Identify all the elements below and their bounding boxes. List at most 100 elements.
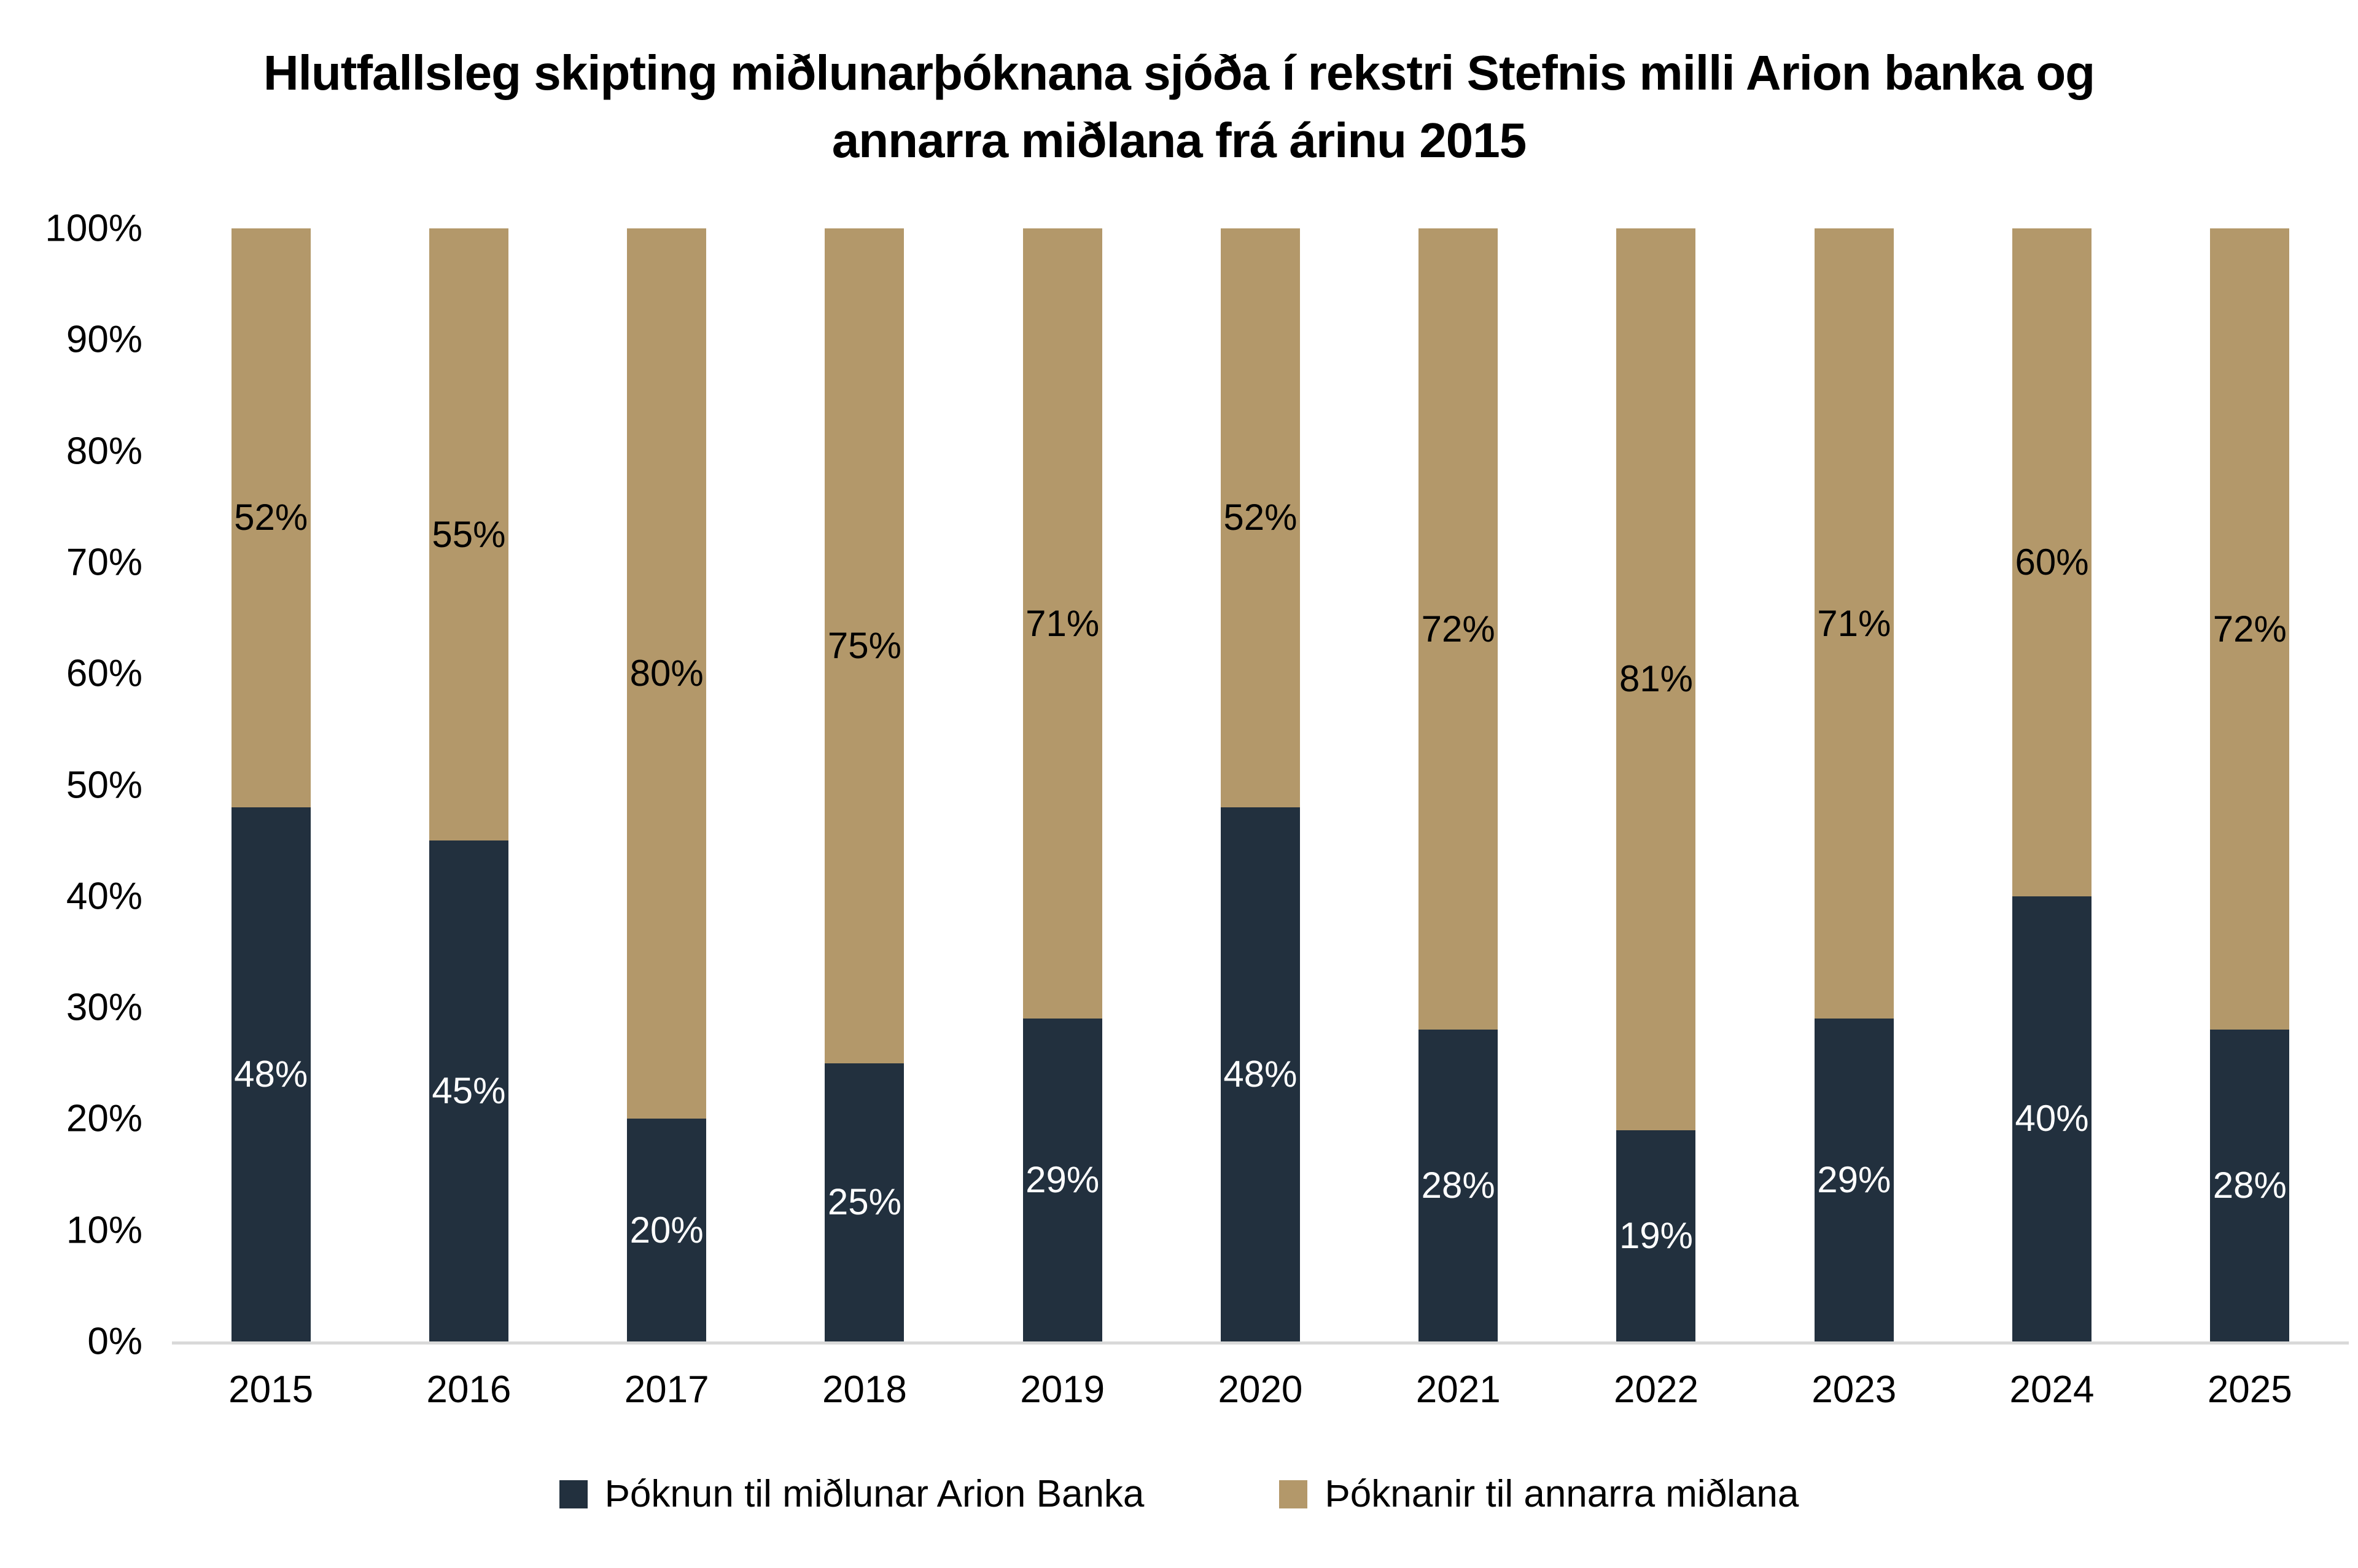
bar-2016: 45% 55% bbox=[429, 228, 508, 1341]
segment-arion-2021 bbox=[1418, 1030, 1498, 1341]
y-tick-10: 10% bbox=[66, 1209, 142, 1252]
data-label-arion-2025: 28% bbox=[2212, 1165, 2287, 1206]
segment-other-2015 bbox=[231, 228, 311, 807]
data-label-arion-2015: 48% bbox=[234, 1053, 308, 1095]
bar-column-2019: 29% 71% bbox=[963, 228, 1161, 1341]
data-label-arion-2023: 29% bbox=[1817, 1159, 1891, 1201]
data-label-other-2023: 71% bbox=[1817, 602, 1891, 644]
y-tick-50: 50% bbox=[66, 764, 142, 806]
segment-other-2025 bbox=[2210, 228, 2290, 1030]
segment-arion-2018 bbox=[825, 1063, 905, 1341]
y-tick-20: 20% bbox=[66, 1097, 142, 1140]
x-label-2021: 2021 bbox=[1415, 1368, 1501, 1411]
bar-2018: 25% 75% bbox=[825, 228, 905, 1341]
segment-arion-2016 bbox=[429, 840, 508, 1341]
data-label-arion-2016: 45% bbox=[432, 1070, 506, 1112]
x-label-2023: 2023 bbox=[1811, 1368, 1897, 1411]
segment-other-2024 bbox=[2012, 228, 2092, 896]
bar-column-2021: 28% 72% bbox=[1360, 228, 1557, 1341]
segment-other-2020 bbox=[1220, 228, 1300, 807]
data-label-other-2022: 81% bbox=[1619, 658, 1694, 700]
bar-column-2017: 20% 80% bbox=[568, 228, 766, 1341]
legend-label-other: Þóknanir til annarra miðlana bbox=[1325, 1473, 1799, 1515]
data-label-other-2019: 71% bbox=[1025, 602, 1100, 644]
x-axis: 2015 2016 2017 2018 2019 2020 2021 2022 2023 2024… bbox=[172, 1368, 2349, 1411]
data-label-other-2021: 72% bbox=[1421, 608, 1495, 650]
data-label-other-2015: 52% bbox=[234, 497, 308, 538]
bar-2020: 48% 52% bbox=[1220, 228, 1300, 1341]
bar-column-2022: 19% 81% bbox=[1557, 228, 1755, 1341]
bar-column-2015: 48% 52% bbox=[172, 228, 370, 1341]
bar-column-2024: 40% 60% bbox=[1953, 228, 2150, 1341]
legend-swatch-arion bbox=[559, 1480, 588, 1508]
data-label-other-2018: 75% bbox=[827, 624, 901, 666]
data-label-arion-2024: 40% bbox=[2015, 1098, 2089, 1139]
legend-item-arion: Þóknun til miðlunar Arion Banka bbox=[559, 1472, 1145, 1516]
segment-arion-2022 bbox=[1616, 1130, 1696, 1341]
segment-other-2022 bbox=[1616, 228, 1696, 1130]
bar-column-2020: 48% 52% bbox=[1161, 228, 1359, 1341]
bar-2021: 28% 72% bbox=[1418, 228, 1498, 1341]
segment-other-2018 bbox=[825, 228, 905, 1063]
data-label-other-2016: 55% bbox=[432, 513, 506, 555]
data-label-other-2020: 52% bbox=[1223, 497, 1298, 538]
data-label-arion-2021: 28% bbox=[1421, 1165, 1495, 1206]
plot-area: 48% 52% 45% 55% 20% 80% 25% 75% 29% 71% 48% 52% 28% 7… bbox=[172, 228, 2349, 1345]
x-label-2017: 2017 bbox=[624, 1368, 709, 1411]
chart-title: Hlutfallsleg skipting miðlunarþóknana sj… bbox=[263, 45, 2095, 168]
legend-swatch-other bbox=[1279, 1480, 1308, 1508]
y-axis: 100% 90% 80% 70% 60% 50% 40% 30% 20% 10% 0% bbox=[0, 208, 142, 1363]
data-label-arion-2019: 29% bbox=[1025, 1159, 1100, 1201]
segment-other-2019 bbox=[1022, 228, 1102, 1019]
y-tick-60: 60% bbox=[66, 652, 142, 695]
bar-2023: 29% 71% bbox=[1814, 228, 1894, 1341]
x-label-2016: 2016 bbox=[426, 1368, 512, 1411]
bar-column-2016: 45% 55% bbox=[370, 228, 567, 1341]
x-label-2024: 2024 bbox=[2009, 1368, 2095, 1411]
legend: Þóknun til miðlunar Arion Banka Þóknanir… bbox=[0, 1472, 2358, 1516]
segment-other-2023 bbox=[1814, 228, 1894, 1019]
segment-arion-2019 bbox=[1022, 1019, 1102, 1341]
x-label-2015: 2015 bbox=[228, 1368, 314, 1411]
x-label-2020: 2020 bbox=[1218, 1368, 1303, 1411]
segment-arion-2023 bbox=[1814, 1019, 1894, 1341]
data-label-other-2024: 60% bbox=[2015, 541, 2089, 583]
data-label-arion-2022: 19% bbox=[1619, 1214, 1694, 1256]
bar-column-2018: 25% 75% bbox=[766, 228, 963, 1341]
data-label-other-2025: 72% bbox=[2212, 608, 2287, 650]
segment-arion-2017 bbox=[627, 1119, 707, 1341]
segment-other-2016 bbox=[429, 228, 508, 841]
segment-other-2017 bbox=[627, 228, 707, 1119]
segment-other-2021 bbox=[1418, 228, 1498, 1030]
bar-2025: 28% 72% bbox=[2210, 228, 2290, 1341]
y-tick-90: 90% bbox=[66, 318, 142, 361]
bar-column-2025: 28% 72% bbox=[2151, 228, 2349, 1341]
data-label-arion-2018: 25% bbox=[827, 1181, 901, 1223]
y-tick-80: 80% bbox=[66, 430, 142, 473]
x-label-2025: 2025 bbox=[2207, 1368, 2292, 1411]
legend-label-arion: Þóknun til miðlunar Arion Banka bbox=[604, 1473, 1145, 1515]
bar-2019: 29% 71% bbox=[1022, 228, 1102, 1341]
bar-2015: 48% 52% bbox=[231, 228, 311, 1341]
y-tick-0: 0% bbox=[87, 1320, 142, 1363]
data-label-arion-2020: 48% bbox=[1223, 1053, 1298, 1095]
y-tick-70: 70% bbox=[66, 541, 142, 584]
bar-2024: 40% 60% bbox=[2012, 228, 2092, 1341]
data-label-arion-2017: 20% bbox=[629, 1209, 704, 1251]
bars-container: 48% 52% 45% 55% 20% 80% 25% 75% 29% 71% 48% 52% 28% 7… bbox=[172, 228, 2349, 1341]
segment-arion-2025 bbox=[2210, 1030, 2290, 1341]
data-label-other-2017: 80% bbox=[629, 653, 704, 694]
segment-arion-2020 bbox=[1220, 807, 1300, 1341]
y-tick-100: 100% bbox=[45, 207, 142, 250]
x-label-2018: 2018 bbox=[822, 1368, 907, 1411]
x-label-2019: 2019 bbox=[1020, 1368, 1105, 1411]
bar-2022: 19% 81% bbox=[1616, 228, 1696, 1341]
bar-2017: 20% 80% bbox=[627, 228, 707, 1341]
y-tick-30: 30% bbox=[66, 986, 142, 1029]
segment-arion-2015 bbox=[231, 807, 311, 1341]
y-tick-40: 40% bbox=[66, 875, 142, 918]
legend-item-other: Þóknanir til annarra miðlana bbox=[1279, 1472, 1799, 1516]
segment-arion-2024 bbox=[2012, 896, 2092, 1341]
x-label-2022: 2022 bbox=[1614, 1368, 1698, 1411]
